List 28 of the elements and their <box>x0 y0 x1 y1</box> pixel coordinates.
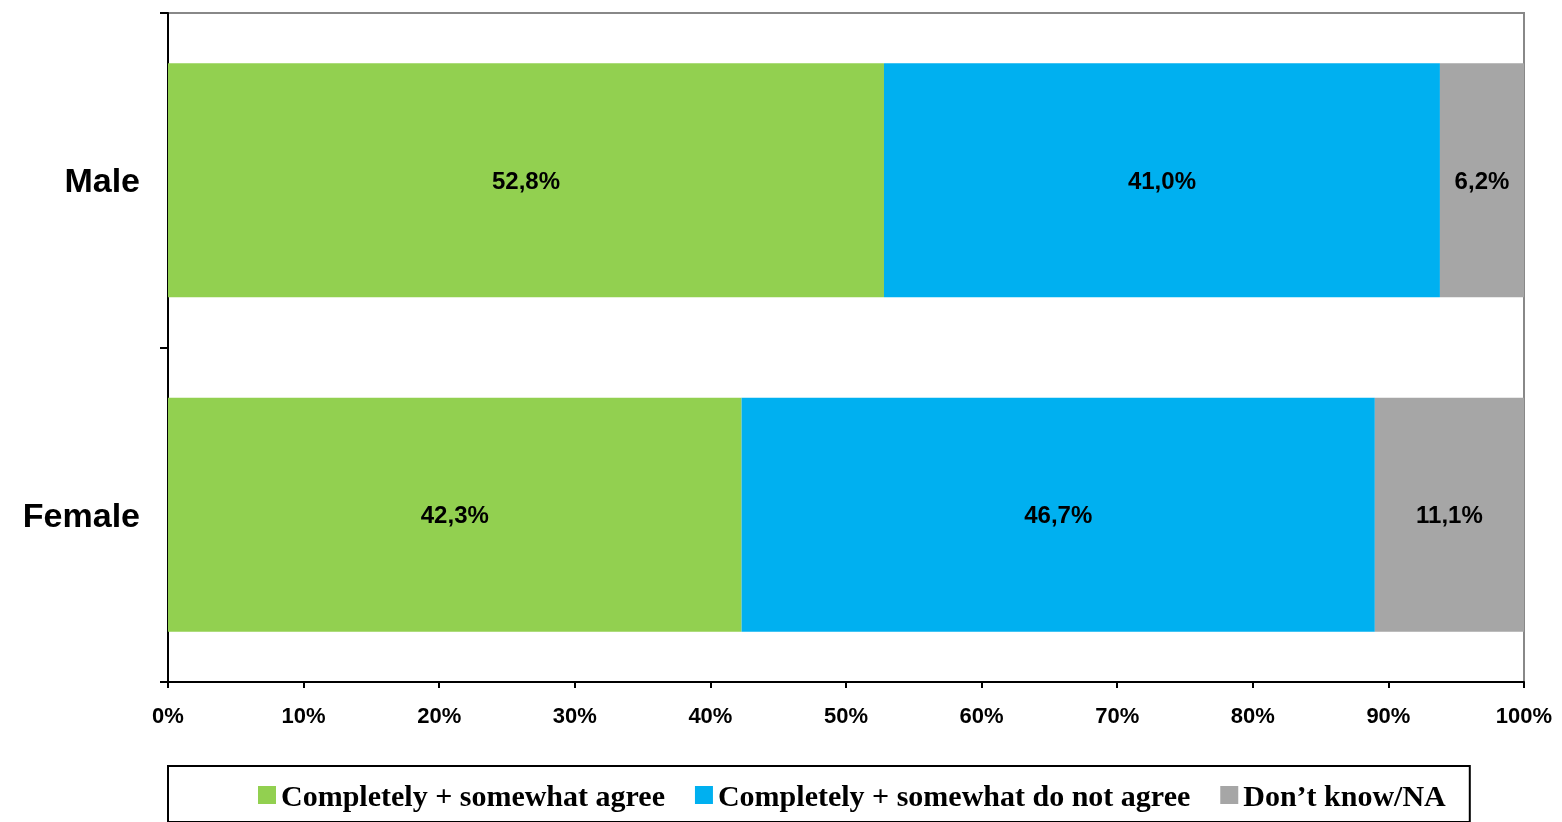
data-label: 11,1% <box>1416 501 1483 529</box>
legend-label: Don’t know/NA <box>1243 778 1447 812</box>
x-tick-label: 20% <box>417 702 462 728</box>
bar <box>168 63 884 298</box>
y-tick-label: Male <box>64 161 140 200</box>
bar <box>883 63 1440 298</box>
x-tick-label: 70% <box>1095 702 1140 728</box>
y-tick-label: Female <box>22 495 140 534</box>
bar <box>1439 63 1524 298</box>
data-label: 42,3% <box>420 501 489 529</box>
bar <box>1374 397 1524 632</box>
data-label: 6,2% <box>1454 166 1510 194</box>
data-label: 41,0% <box>1127 166 1196 194</box>
x-tick-label: 90% <box>1366 702 1411 728</box>
x-tick-label: 50% <box>823 702 869 728</box>
bar <box>741 397 1375 632</box>
x-tick-label: 10% <box>281 702 326 728</box>
x-tick-label: 0% <box>152 702 184 728</box>
x-tick-label: 100% <box>1495 702 1553 728</box>
x-tick-label: 30% <box>552 702 597 728</box>
legend-label: Completely + somewhat do not agree <box>717 778 1191 812</box>
legend-label: Completely + somewhat agree <box>281 778 665 812</box>
data-label: 52,8% <box>491 166 561 194</box>
x-tick-label: 80% <box>1230 702 1275 728</box>
x-tick-label: 40% <box>688 702 733 728</box>
bar <box>168 397 742 632</box>
x-tick-label: 60% <box>959 702 1004 728</box>
data-label: 46,7% <box>1024 501 1093 529</box>
